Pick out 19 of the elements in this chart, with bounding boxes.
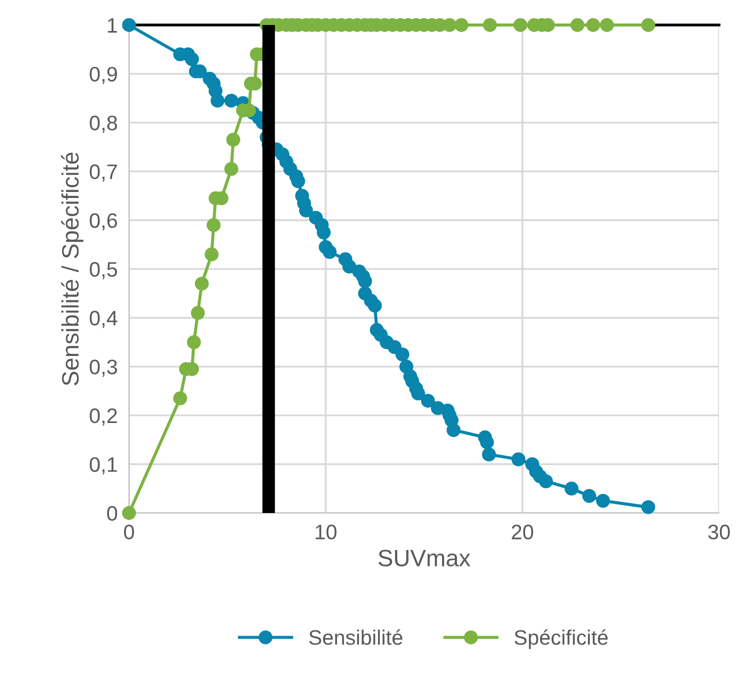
x-axis-title: SUVmax: [378, 550, 470, 566]
y-tick-label: 0,3: [90, 360, 118, 377]
legend-label: Spécificité: [514, 629, 608, 650]
y-tick-label: 0: [107, 506, 118, 521]
x-tick-label: 0: [124, 524, 134, 540]
y-tick-label: 0,6: [90, 213, 118, 230]
y-tick-label: 0,5: [90, 262, 118, 280]
y-tick-label: 0,8: [90, 116, 118, 133]
legend-label: Sensibilité: [309, 629, 402, 645]
x-tick-label: 20: [512, 524, 534, 540]
y-tick-label: 0,2: [90, 408, 117, 426]
x-tick-label: 30: [708, 524, 730, 540]
y-tick-label: 0,9: [90, 66, 117, 84]
x-tick-label: 10: [316, 524, 336, 540]
y-tick-label: 1: [108, 18, 117, 33]
y-tick-label: 0,1: [90, 457, 117, 474]
y-tick-label: 0,4: [90, 310, 118, 328]
y-tick-label: 0,7: [90, 164, 117, 182]
y-axis-title: Sensibilité / Spécificité: [61, 152, 84, 386]
